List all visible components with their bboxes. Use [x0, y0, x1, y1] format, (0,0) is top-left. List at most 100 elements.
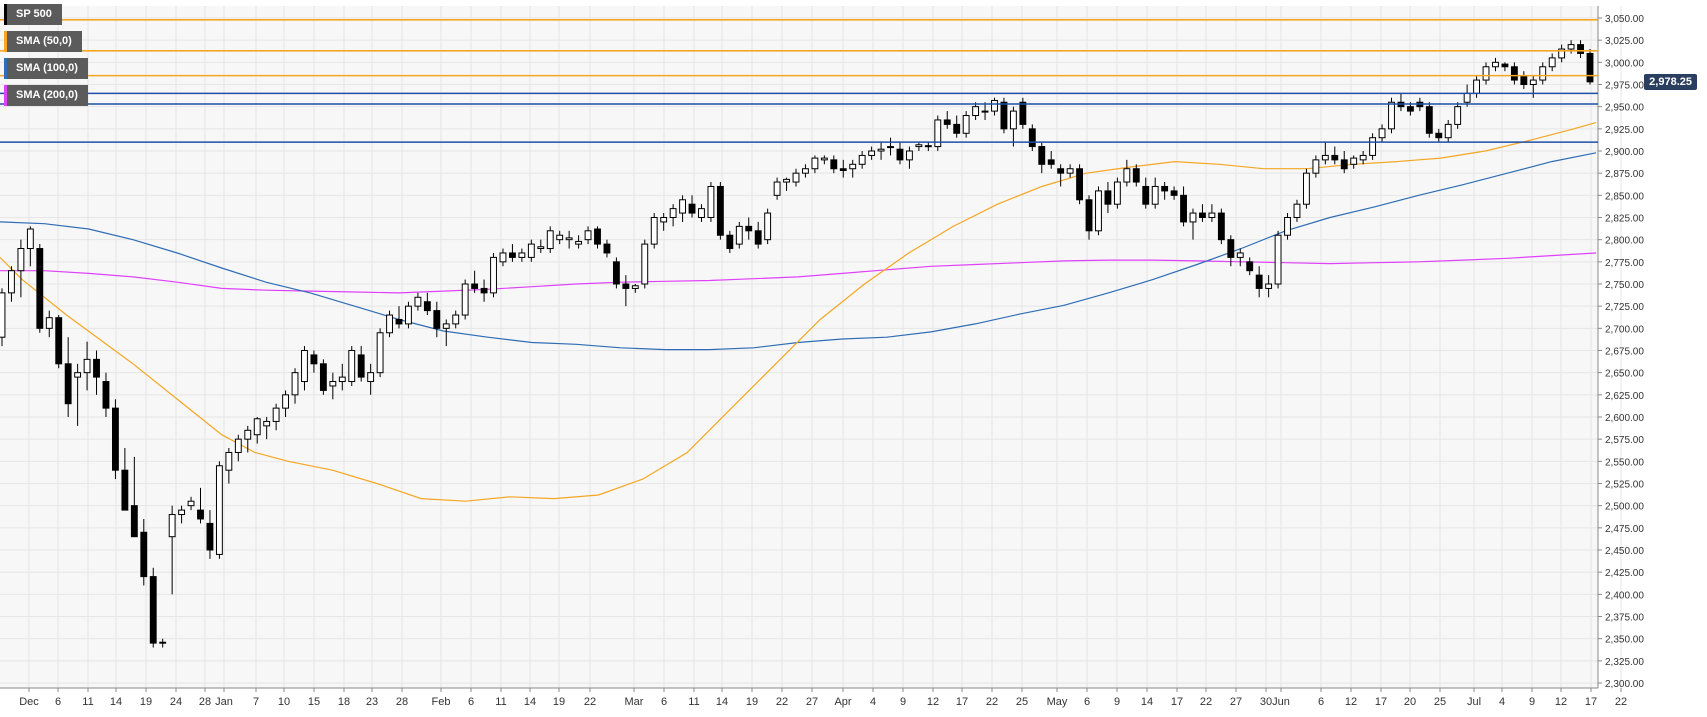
candle-body [329, 381, 337, 387]
candle-body [858, 154, 866, 165]
x-tick-label: 9 [1529, 696, 1535, 708]
x-tick-label: Feb [432, 696, 451, 708]
x-tick-label: 14 [110, 696, 122, 708]
candle-body [612, 261, 620, 285]
candle-body [1435, 132, 1443, 139]
legend-item-sma200[interactable]: SMA (200,0) [4, 85, 88, 106]
y-tick-label: 2,800.00 [1605, 236, 1644, 247]
x-tick-label: 28 [199, 696, 211, 708]
candle-body [1558, 48, 1566, 59]
candle-body [1095, 190, 1102, 232]
candle-body [1274, 234, 1282, 285]
candle-body [707, 185, 715, 218]
candle-body [83, 358, 91, 374]
candle-body [603, 243, 611, 254]
y-tick-label: 2,375.00 [1605, 613, 1644, 624]
candle-body [537, 246, 545, 250]
y-tick-label: 2,525.00 [1605, 480, 1644, 491]
x-tick-label: 14 [1141, 696, 1153, 708]
sma200-line [0, 252, 1597, 294]
candle-body [1000, 101, 1008, 130]
candle-body [301, 350, 308, 383]
candle-body [1312, 159, 1320, 174]
candle-body [64, 363, 72, 405]
candle-body [1539, 66, 1547, 81]
last-price-badge: 2,978.25 [1644, 74, 1697, 90]
candle-body [1246, 261, 1254, 272]
candle-body [991, 99, 998, 112]
x-tick-label: 23 [366, 696, 378, 708]
candle-body [1208, 212, 1216, 218]
candle-body [319, 363, 327, 391]
candle-body [1406, 106, 1414, 112]
candle-body [1009, 110, 1017, 130]
candle-body [622, 283, 630, 289]
candle-body [215, 465, 223, 555]
legend-item-sma50[interactable]: SMA (50,0) [4, 31, 82, 52]
candle-body [1142, 185, 1150, 205]
candle-body [1388, 101, 1395, 130]
candle-body [348, 350, 356, 383]
candle-body [1321, 154, 1329, 161]
candle-body [1085, 199, 1093, 232]
legend-item-sma100[interactable]: SMA (100,0) [4, 58, 88, 79]
candle-body [953, 123, 961, 134]
y-tick-label: 2,625.00 [1605, 391, 1644, 402]
candle-body [896, 148, 904, 161]
x-tick-label: Jul [1467, 696, 1481, 708]
candle-body [1302, 172, 1310, 205]
candle-body [102, 381, 110, 409]
candle-body [1161, 185, 1169, 192]
candle-body [282, 394, 290, 409]
x-tick-label: 22 [1200, 696, 1212, 708]
candle-body [745, 225, 753, 232]
legend-label: SMA (50,0) [16, 35, 72, 47]
candle-body [924, 145, 932, 148]
candle-body [518, 252, 526, 258]
candle-body [1340, 159, 1348, 170]
candle-body [206, 522, 214, 551]
candle-body [508, 252, 516, 258]
x-tick-label: Apr [834, 696, 851, 708]
candle-body [1019, 101, 1027, 125]
candle-body [1350, 157, 1358, 165]
x-tick-label: 9 [1114, 696, 1120, 708]
y-tick-label: 2,600.00 [1605, 413, 1644, 424]
candle-body [1425, 106, 1433, 134]
x-tick-label: Mar [625, 696, 644, 708]
candle-body [45, 317, 53, 329]
candle-body [490, 256, 497, 294]
candle-body [1104, 190, 1112, 205]
x-tick-label: 17 [956, 696, 968, 708]
y-tick-label: 3,000.00 [1605, 58, 1644, 69]
candle-body [981, 110, 989, 113]
candle-body [1463, 92, 1471, 103]
candle-body [433, 310, 441, 329]
candle-body [121, 469, 129, 511]
candle-body [1170, 190, 1178, 196]
x-tick-label: 12 [927, 696, 939, 708]
y-tick-label: 2,575.00 [1605, 435, 1644, 446]
candle-body [641, 243, 649, 285]
legend-item-sp500[interactable]: SP 500 [4, 4, 62, 25]
x-tick-label: 22 [776, 696, 788, 708]
candle-body [849, 163, 857, 170]
candle-body [915, 144, 923, 148]
y-tick-label: 2,350.00 [1605, 635, 1644, 646]
candle-body [594, 228, 601, 245]
candle-body [631, 285, 639, 289]
y-tick-label: 2,650.00 [1605, 369, 1644, 380]
legend-label: SMA (100,0) [16, 62, 78, 74]
candle-body [839, 168, 847, 172]
candle-body [726, 234, 734, 250]
y-tick-label: 2,750.00 [1605, 280, 1644, 291]
candle-body [1293, 203, 1301, 218]
candle-body [8, 270, 15, 294]
candle-body [1586, 52, 1594, 83]
y-tick-label: 3,050.00 [1605, 14, 1644, 25]
candle-body [471, 283, 479, 289]
candle-body [1123, 168, 1131, 183]
candle-body [688, 203, 696, 214]
candle-body [556, 234, 564, 241]
candle-body [1236, 252, 1244, 258]
